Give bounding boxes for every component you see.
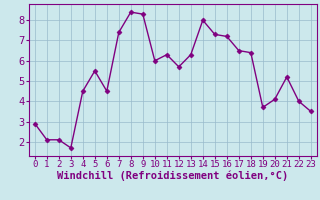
X-axis label: Windchill (Refroidissement éolien,°C): Windchill (Refroidissement éolien,°C) [57,171,288,181]
